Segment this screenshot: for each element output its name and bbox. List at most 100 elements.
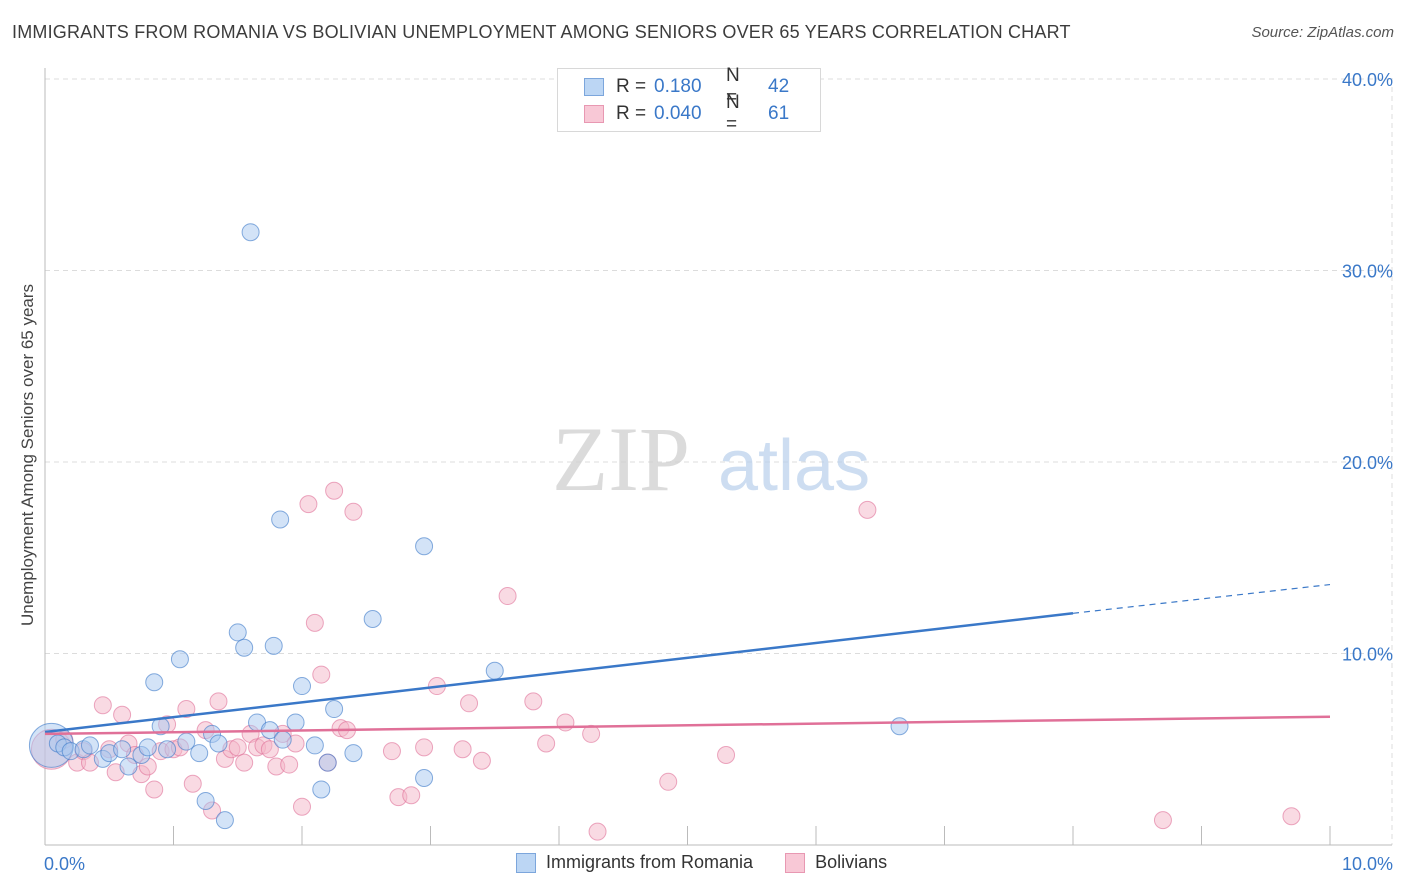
grid-lines xyxy=(45,78,1393,845)
romania-point xyxy=(138,738,157,757)
tick-labels: 10.0% 20.0% 30.0% 40.0% 0.0% 10.0% xyxy=(44,70,1393,874)
bolivians-point xyxy=(460,694,479,713)
bolivians-point xyxy=(582,724,601,743)
romania-point xyxy=(363,610,382,629)
bolivians-point xyxy=(498,587,517,606)
series-label-bolivians: Bolivians xyxy=(815,852,888,872)
bolivians-trend-line xyxy=(44,715,1331,736)
romania-trend-line xyxy=(44,612,1074,734)
bolivians-point xyxy=(402,786,421,805)
romania-point xyxy=(271,510,290,529)
legend-swatch-pink xyxy=(584,105,604,123)
bolivians-point xyxy=(145,780,164,799)
bolivians-point xyxy=(113,705,132,724)
romania-point xyxy=(170,650,189,669)
romania-point xyxy=(312,780,331,799)
series-legend-bolivians[interactable]: Bolivians xyxy=(785,852,887,873)
watermark: ZIP atlas xyxy=(552,408,870,510)
x-tick-label: 0.0% xyxy=(44,854,85,874)
source-label: Source: ZipAtlas.com xyxy=(1251,24,1394,41)
bolivians-point xyxy=(183,774,202,793)
bolivians-point xyxy=(344,502,363,521)
series-legend: Immigrants from Romania Bolivians xyxy=(516,852,919,873)
romania-point xyxy=(209,734,228,753)
bolivians-point xyxy=(717,745,736,764)
series-swatch-pink xyxy=(785,852,806,873)
bolivians-point xyxy=(415,738,434,757)
bolivians-point xyxy=(228,738,247,757)
bolivians-point xyxy=(209,692,228,711)
watermark-zip: ZIP xyxy=(552,408,690,510)
legend-r-value: 0.040 xyxy=(654,103,702,124)
romania-point xyxy=(890,717,909,736)
bolivians-point xyxy=(280,755,299,774)
bolivians-point xyxy=(325,481,344,500)
legend-n-value: 61 xyxy=(768,103,790,124)
romania-point xyxy=(241,223,260,242)
legend-r-label: R = xyxy=(616,103,647,124)
bolivians-point xyxy=(312,665,331,684)
romania-point xyxy=(293,677,311,696)
romania-point xyxy=(344,744,363,763)
bolivians-point xyxy=(537,734,556,753)
series-legend-romania[interactable]: Immigrants from Romania xyxy=(516,852,753,873)
y-tick-label: 40.0% xyxy=(1342,70,1393,90)
bolivians-point xyxy=(472,751,491,770)
romania-point xyxy=(228,623,247,642)
romania-point xyxy=(415,537,434,556)
romania-point xyxy=(80,736,99,755)
bolivians-point xyxy=(382,742,401,761)
legend-n-label: N = xyxy=(726,65,740,108)
y-axis-label: Unemployment Among Seniors over 65 years xyxy=(18,283,37,627)
y-tick-label: 30.0% xyxy=(1342,262,1393,282)
bolivians-point xyxy=(524,692,543,711)
romania-trend-extension xyxy=(1072,583,1331,614)
romania-point xyxy=(235,638,254,657)
romania-point xyxy=(286,713,305,732)
romania-point xyxy=(264,636,283,655)
axes xyxy=(44,68,1392,846)
series-swatch-blue xyxy=(516,852,536,873)
romania-point xyxy=(119,757,138,776)
romania-point xyxy=(318,753,337,772)
romania-point xyxy=(305,736,324,755)
romania-points xyxy=(28,223,909,830)
legend-row-romania: R = 0.180 N = 42 xyxy=(584,65,790,108)
romania-point xyxy=(415,768,434,787)
legend-swatch-blue xyxy=(584,78,604,96)
correlation-legend: R = 0.180 N = 42 R = 0.040 N = 61 xyxy=(557,65,821,135)
bolivians-point xyxy=(235,753,254,772)
bolivians-point xyxy=(588,822,607,841)
series-label-romania: Immigrants from Romania xyxy=(546,852,754,872)
bolivians-point xyxy=(659,772,678,791)
bolivians-point xyxy=(260,740,279,759)
legend-n-label: N = xyxy=(726,92,740,135)
romania-point xyxy=(485,661,504,680)
romania-point xyxy=(113,740,132,759)
bolivians-point xyxy=(93,696,112,715)
romania-point xyxy=(196,791,215,810)
legend-r-value: 0.180 xyxy=(654,76,702,97)
bolivians-point xyxy=(1282,807,1301,826)
romania-point xyxy=(325,700,344,719)
bolivians-point xyxy=(299,495,318,514)
legend-r-label: R = xyxy=(616,76,647,97)
romania-point xyxy=(158,740,177,759)
bolivians-point xyxy=(305,613,324,632)
chart-title: IMMIGRANTS FROM ROMANIA VS BOLIVIAN UNEM… xyxy=(12,22,1071,42)
x-tick-label: 10.0% xyxy=(1342,854,1393,874)
romania-point xyxy=(273,730,292,749)
bolivians-point xyxy=(556,713,575,732)
bolivians-point xyxy=(293,797,311,816)
romania-point xyxy=(145,673,164,692)
romania-point xyxy=(190,744,209,763)
y-tick-label: 20.0% xyxy=(1342,453,1393,473)
bolivians-point xyxy=(858,500,877,519)
trend-lines xyxy=(44,583,1331,736)
bolivians-point xyxy=(177,700,196,719)
y-tick-label: 10.0% xyxy=(1342,645,1393,665)
bolivians-point xyxy=(1153,811,1172,830)
legend-n-value: 42 xyxy=(768,76,790,97)
bolivians-point xyxy=(453,740,472,759)
